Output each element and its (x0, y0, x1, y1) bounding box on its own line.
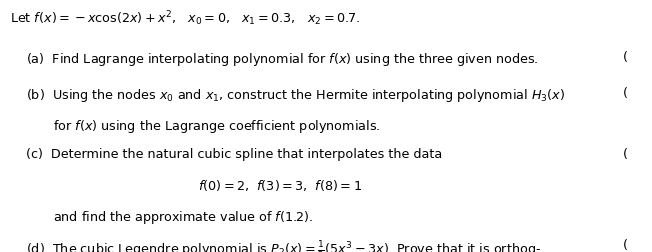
Text: (: ( (623, 147, 628, 160)
Text: (: ( (623, 238, 628, 251)
Text: (d)  The cubic Legendre polynomial is $P_2(x) = \frac{1}{2}(5x^3 - 3x)$. Prove t: (d) The cubic Legendre polynomial is $P_… (26, 238, 541, 252)
Text: (b)  Using the nodes $x_0$ and $x_1$, construct the Hermite interpolating polyno: (b) Using the nodes $x_0$ and $x_1$, con… (26, 87, 565, 104)
Text: Let $f(x) = -x\cos(2x) + x^2$,   $x_0 = 0$,   $x_1 = 0.3$,   $x_2 = 0.7$.: Let $f(x) = -x\cos(2x) + x^2$, $x_0 = 0$… (10, 9, 360, 27)
Text: (a)  Find Lagrange interpolating polynomial for $f(x)$ using the three given nod: (a) Find Lagrange interpolating polynomi… (26, 50, 539, 67)
Text: and find the approximate value of $f(1.2)$.: and find the approximate value of $f(1.2… (53, 208, 314, 225)
Text: (: ( (623, 50, 628, 63)
Text: (: ( (623, 87, 628, 100)
Text: (c)  Determine the natural cubic spline that interpolates the data: (c) Determine the natural cubic spline t… (26, 147, 442, 160)
Text: $f(0) = 2$,  $f(3) = 3$,  $f(8) = 1$: $f(0) = 2$, $f(3) = 3$, $f(8) = 1$ (198, 178, 363, 193)
Text: for $f(x)$ using the Lagrange coefficient polynomials.: for $f(x)$ using the Lagrange coefficien… (53, 117, 381, 134)
